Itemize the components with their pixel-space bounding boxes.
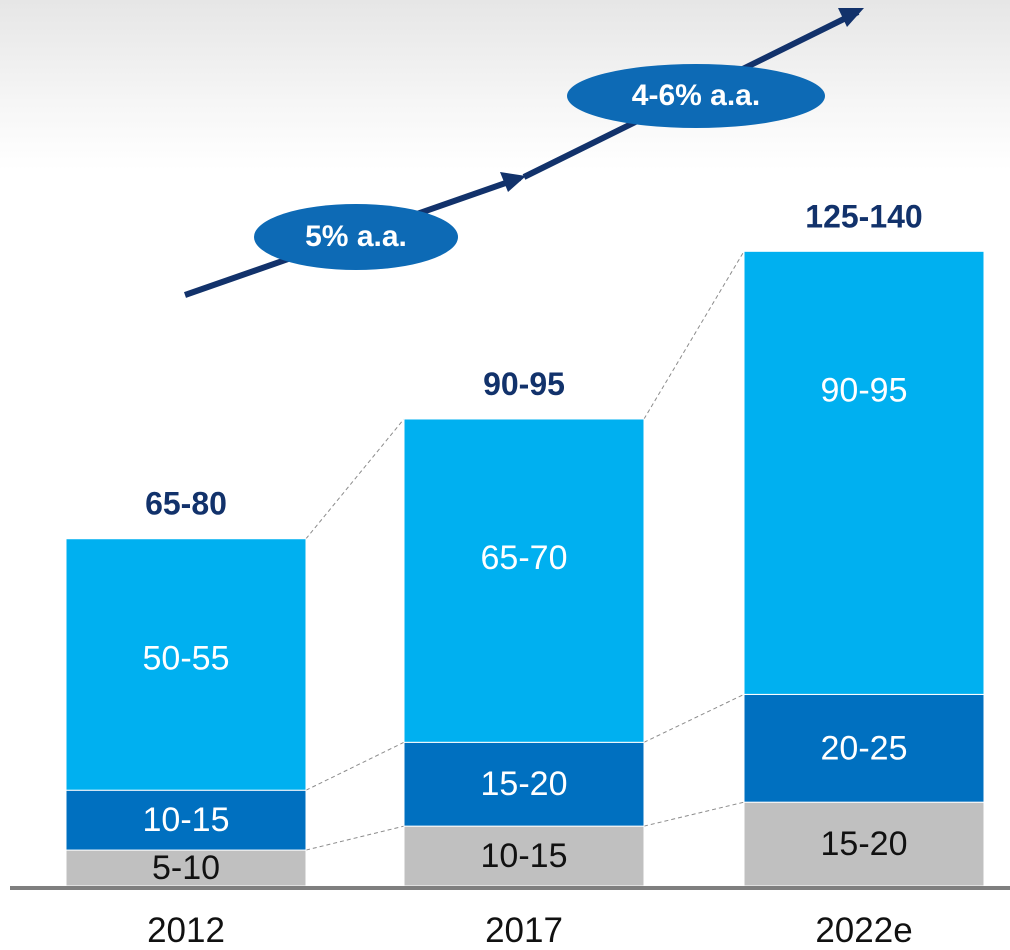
connector-0-2: [305, 741, 405, 791]
bar-2022e-segment-1: [743, 693, 985, 803]
connector-1-3: [643, 251, 745, 420]
connector-1-2: [643, 693, 745, 743]
segment-label-2012-1: 10-15: [143, 801, 230, 839]
growth-arrow-head-2: [838, 8, 864, 27]
bars-group: [65, 250, 985, 887]
segment-label-2017-0: 10-15: [481, 837, 568, 875]
bar-2017-segment-2: [403, 418, 645, 743]
growth-badge-1: [254, 204, 458, 270]
total-label-2012: 65-80: [145, 486, 227, 522]
connector-lines: [305, 251, 745, 851]
category-label-2017: 2017: [485, 911, 563, 950]
bar-2022e-segment-2: [743, 250, 985, 695]
segment-label-2017-1: 15-20: [481, 765, 568, 803]
connector-1-1: [643, 801, 745, 827]
bar-2017-segment-0: [403, 825, 645, 887]
connector-0-3: [305, 418, 405, 540]
segment-label-2012-0: 5-10: [152, 849, 220, 887]
connector-0-1: [305, 825, 405, 851]
bar-2012-segment-1: [65, 789, 307, 851]
total-label-2017: 90-95: [483, 366, 565, 402]
bar-2022e-segment-0: [743, 801, 985, 887]
growth-label-2: 4-6% a.a.: [632, 79, 760, 112]
segment-label-2022e-2: 90-95: [821, 371, 908, 409]
growth-badge-2: [567, 64, 825, 128]
labels-group: 5-10 10-15 50-55 65-80 2012 10-15 15-20 65-70 90…: [143, 198, 923, 950]
growth-arrow-head-1: [500, 172, 526, 192]
segment-label-2017-2: 65-70: [481, 539, 568, 577]
category-label-2022e: 2022e: [815, 911, 912, 950]
total-label-2022e: 125-140: [805, 198, 922, 234]
segment-label-2022e-1: 20-25: [821, 729, 908, 767]
category-label-2012: 2012: [147, 911, 225, 950]
bar-2012-segment-0: [65, 849, 307, 887]
bar-2012-segment-2: [65, 538, 307, 791]
growth-arrow-group: 5% a.a. 4-6% a.a.: [184, 8, 864, 298]
segment-label-2022e-0: 15-20: [821, 825, 908, 863]
segment-label-2012-2: 50-55: [143, 639, 230, 677]
growth-label-1: 5% a.a.: [305, 220, 407, 253]
